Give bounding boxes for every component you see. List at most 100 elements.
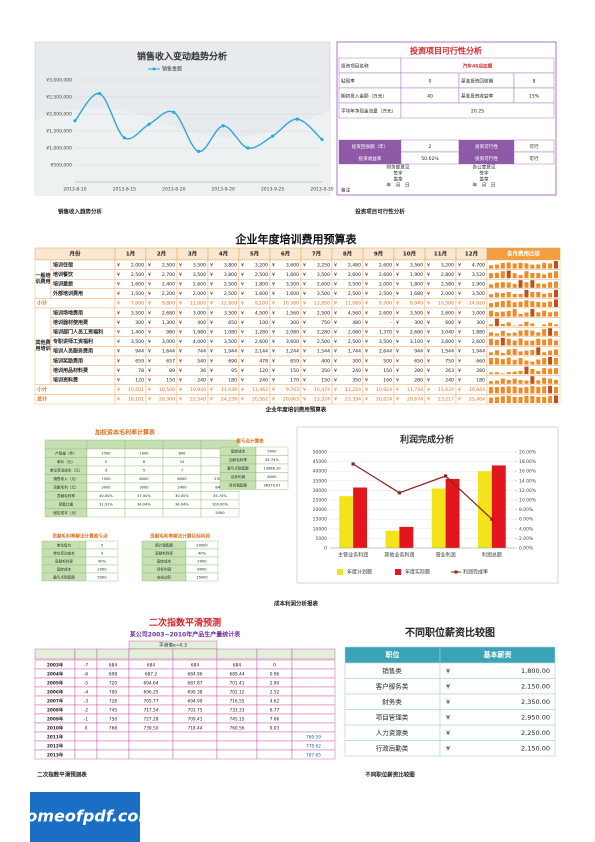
cell-value: 7,600 <box>131 301 144 307</box>
currency: ¥ <box>210 330 213 336</box>
cell-text: -2 <box>84 707 89 713</box>
cell-value: 600 <box>445 320 454 326</box>
sparkline-bar <box>530 280 535 288</box>
sparkline-bar <box>489 357 493 365</box>
legend-swatch <box>337 569 343 575</box>
currency: ¥ <box>365 339 368 345</box>
table-cell <box>124 508 164 518</box>
cell-value: 23,217 <box>438 397 454 403</box>
cell-value: 22,540 <box>190 397 206 403</box>
sparkline-bar <box>548 301 553 307</box>
currency: ¥ <box>396 330 399 336</box>
currency: ¥ <box>148 320 151 326</box>
cell-value: 2,500 <box>255 272 268 278</box>
currency: ¥ <box>303 358 306 364</box>
cell-value: 3,500 <box>131 339 144 345</box>
cell-text: 709.41 <box>187 716 202 722</box>
cell-text: 8 <box>143 460 146 464</box>
sparkline-bar <box>554 289 558 298</box>
cell-text: -7 <box>84 662 89 668</box>
sparkline-bar <box>512 396 517 403</box>
cell-value: 300 <box>135 320 144 326</box>
currency: ¥ <box>241 301 244 307</box>
currency: ¥ <box>365 310 368 316</box>
cell-value: 4,560 <box>348 310 361 316</box>
currency: ¥ <box>458 291 461 297</box>
sparkline-bar <box>536 347 541 355</box>
table-cell <box>74 749 98 760</box>
cell-value: 1,244 <box>286 349 299 355</box>
sparkline-bar <box>506 357 511 365</box>
cell-value: 24,239 <box>221 397 237 403</box>
currency: ¥ <box>179 368 182 374</box>
cell-value: 10,924 <box>376 387 392 393</box>
sparkline-bar <box>524 380 529 384</box>
cell-value: 1,400 <box>131 330 144 336</box>
sparkline-bar <box>542 302 547 307</box>
caption: 企业年度培训费用预算表 <box>265 406 327 414</box>
currency: ¥ <box>334 310 337 316</box>
cell-value: 2,600 <box>379 272 392 278</box>
sparkline-bar <box>536 386 541 394</box>
cell-text: 2009年 <box>47 715 64 722</box>
cell-text: 696.25 <box>143 689 158 695</box>
currency: ¥ <box>117 339 120 345</box>
cell-value: 36 <box>200 368 206 374</box>
margin-title: 加权资本毛利率计算表 <box>94 429 156 437</box>
legend-label: 年度计划额 <box>347 569 372 576</box>
cell-text: 3000 <box>101 486 111 490</box>
cell-text: 717.54 <box>143 707 158 713</box>
cell-value: 3,500 <box>348 282 361 288</box>
cell-text: 平均年净现金流量（万元） <box>341 107 396 114</box>
cell-value: 4,700 <box>472 262 485 268</box>
sparkline-bar <box>512 325 517 327</box>
currency: ¥ <box>241 368 244 374</box>
cell-value: 18,101 <box>128 397 144 403</box>
cell-value: 263 <box>445 368 454 374</box>
header-text: 11月 <box>434 250 447 258</box>
cell-value: 2,600 <box>472 339 485 345</box>
currency: ¥ <box>458 339 461 345</box>
cell-text: 800 <box>179 452 187 456</box>
sparkline-bar <box>512 293 517 298</box>
cell-value: 240 <box>445 378 454 384</box>
cell-value: 400 <box>197 320 206 326</box>
table-cell <box>172 740 218 751</box>
sparkline-bar <box>524 321 529 327</box>
sparkline-bar <box>500 300 505 307</box>
cell-value: - <box>390 321 392 326</box>
y2-tick-label: 16.00% <box>519 469 537 475</box>
cell-text: 5000 <box>97 575 107 579</box>
header-text: 4月 <box>219 250 228 258</box>
currency: ¥ <box>427 368 430 374</box>
currency: ¥ <box>179 349 182 355</box>
cell-text: 728 <box>109 698 117 704</box>
currency: ¥ <box>427 330 430 336</box>
header-text: 10月 <box>403 250 416 258</box>
currency: ¥ <box>148 378 151 384</box>
currency: ¥ <box>446 698 450 706</box>
table-cell <box>400 102 555 119</box>
currency: ¥ <box>210 358 213 364</box>
sparkline-bar <box>542 352 547 355</box>
currency: ¥ <box>458 358 461 364</box>
y-tick-label: ¥2,000,000 <box>46 112 72 118</box>
cell-value: 3,500 <box>193 262 206 268</box>
cell-text: 投资收益率 <box>359 155 382 162</box>
cell-value: 1,600 <box>286 291 299 297</box>
cell-text: 34.04% <box>137 503 151 507</box>
currency: ¥ <box>241 330 244 336</box>
sparkline-bar <box>542 377 547 384</box>
sparkline-bar <box>548 263 553 269</box>
cell-text: 2007年 <box>47 697 64 704</box>
salary-value: 2,350.00 <box>521 698 550 706</box>
cell-value: 2,644 <box>379 349 392 355</box>
y-tick-label: 45000 <box>313 459 327 465</box>
sparkline-bar <box>542 324 547 327</box>
header-text: 7月 <box>312 250 321 258</box>
sparkline-bar <box>530 340 535 346</box>
cell-text: 盈亏点销售额 <box>53 574 75 579</box>
data-point <box>490 517 494 521</box>
cell-text: 716.55 <box>229 698 244 704</box>
currency: ¥ <box>117 387 120 393</box>
